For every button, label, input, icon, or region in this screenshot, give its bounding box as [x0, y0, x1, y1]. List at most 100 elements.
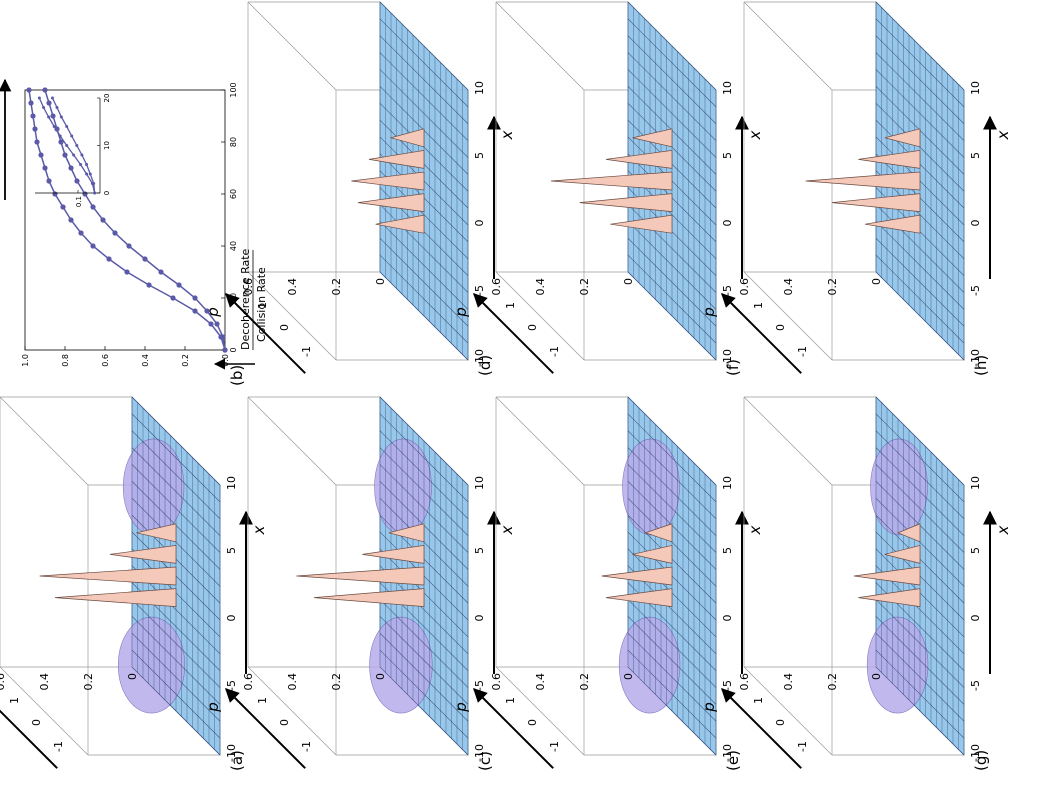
data-point-lower — [126, 243, 132, 249]
z-tick-label: 0.2 — [330, 278, 343, 296]
data-point-lower — [90, 204, 96, 210]
x-tick-label: -5 — [473, 285, 486, 296]
data-point-lower — [112, 230, 118, 236]
p-tick-label: 1 — [256, 302, 269, 309]
x-tick-label: -5 — [721, 285, 734, 296]
gaussian-bump — [122, 438, 185, 536]
x-axis-label: x — [746, 130, 764, 140]
x-tick-label: 0 — [721, 220, 734, 227]
data-point-upper — [60, 204, 66, 210]
p-axis-label: p — [204, 307, 222, 318]
x-tick-label: 5 — [473, 547, 486, 554]
inset-data-point-upper — [79, 163, 83, 166]
x-tick-label: 60 — [229, 189, 238, 199]
interference-peak — [805, 171, 921, 191]
p-axis-label: p — [452, 307, 470, 318]
inset-data-point-upper — [37, 96, 41, 100]
x-axis-label: x — [250, 525, 268, 535]
p-axis-arrow — [721, 293, 802, 374]
x-tick-label: -10 — [473, 744, 486, 762]
p-tick-label: 0 — [774, 719, 787, 726]
x-tick-label: -5 — [969, 680, 982, 691]
x-tick-label: 0 — [721, 615, 734, 622]
x-tick-label: 20 — [229, 293, 238, 303]
gaussian-bump — [117, 616, 186, 714]
p-axis-label: p — [700, 307, 718, 318]
x-axis-label: x — [994, 525, 1012, 535]
z-tick-label: 0 — [870, 278, 883, 285]
x-tick-label: 10 — [721, 81, 734, 95]
data-point-lower — [158, 269, 164, 275]
z-tick-label: 0.2 — [330, 673, 343, 691]
data-point-upper — [106, 256, 112, 262]
z-tick-label: 0.2 — [826, 673, 839, 691]
panel-label-c: (c) — [476, 751, 494, 771]
p-axis-arrow — [0, 688, 58, 769]
data-point-lower — [42, 87, 48, 93]
data-point-lower — [46, 100, 52, 106]
x-tick-label: 0 — [225, 615, 238, 622]
z-tick-label: 0.2 — [826, 278, 839, 296]
inset-data-point-lower — [65, 125, 69, 128]
bounding-box-edge — [743, 1, 833, 91]
x-tick-label: 5 — [225, 547, 238, 554]
interference-peak — [550, 171, 673, 191]
z-tick-label: 0 — [374, 673, 387, 680]
bounding-box-edge — [743, 271, 833, 361]
p-axis-arrow — [225, 688, 306, 769]
x-tick-label: -5 — [473, 680, 486, 691]
interference-peak — [313, 588, 425, 607]
p-axis-arrow — [225, 293, 306, 374]
data-point-upper — [30, 113, 36, 119]
p-tick-label: 1 — [8, 697, 21, 704]
y-tick-label: 1.0 — [21, 354, 30, 367]
bounding-box-edge — [743, 666, 833, 756]
p-axis-arrow — [473, 293, 554, 374]
interference-peak — [858, 149, 921, 169]
z-tick-label: 0.6 — [738, 278, 751, 296]
inset-data-point-upper — [85, 172, 89, 176]
z-tick-label: 0.4 — [286, 278, 299, 296]
p-tick-label: 1 — [752, 302, 765, 309]
inset-y-tick-label: 0.1 — [75, 196, 83, 207]
inset-series-line-lower — [51, 97, 96, 194]
p-tick-label: -1 — [796, 741, 809, 752]
z-tick-label: 0 — [622, 673, 635, 680]
x-tick-label: -10 — [969, 349, 982, 367]
bounding-box-edge — [495, 1, 585, 91]
z-tick-label: 0.2 — [578, 278, 591, 296]
interference-peak — [864, 214, 921, 234]
z-tick-label: 0.2 — [82, 673, 95, 691]
x-tick-label: 5 — [473, 152, 486, 159]
x-tick-label: 80 — [229, 137, 238, 147]
ylabel-numerator: Decoherence Rate — [239, 248, 252, 350]
inset-data-point-lower — [75, 144, 79, 147]
interference-peak — [109, 544, 177, 564]
interference-peak — [632, 128, 673, 148]
bounding-box-edge — [495, 396, 585, 486]
x-tick-label: -5 — [225, 680, 238, 691]
x-tick-label: 5 — [721, 547, 734, 554]
p-tick-label: 1 — [504, 697, 517, 704]
x-tick-label: 100 — [229, 82, 238, 97]
gaussian-bump — [374, 438, 432, 536]
data-point-lower — [58, 139, 64, 145]
bounding-box-edge — [495, 271, 585, 361]
gaussian-bump — [866, 616, 929, 714]
z-tick-label: 0.6 — [242, 278, 255, 296]
bounding-box-edge — [0, 666, 89, 756]
line-chart-panel-b: 0204060801000.00.20.40.60.81.0Decoherenc… — [0, 74, 268, 386]
x-tick-label: 5 — [969, 152, 982, 159]
p-tick-label: -1 — [796, 346, 809, 357]
interference-peak — [296, 566, 425, 586]
interference-peak — [375, 214, 425, 234]
inset-data-point-upper — [42, 106, 46, 109]
data-point-upper — [32, 126, 38, 132]
data-point-lower — [50, 113, 56, 119]
panel-label-a: (a) — [228, 750, 246, 771]
z-tick-label: 0.6 — [490, 278, 503, 296]
p-axis-arrow — [721, 688, 802, 769]
